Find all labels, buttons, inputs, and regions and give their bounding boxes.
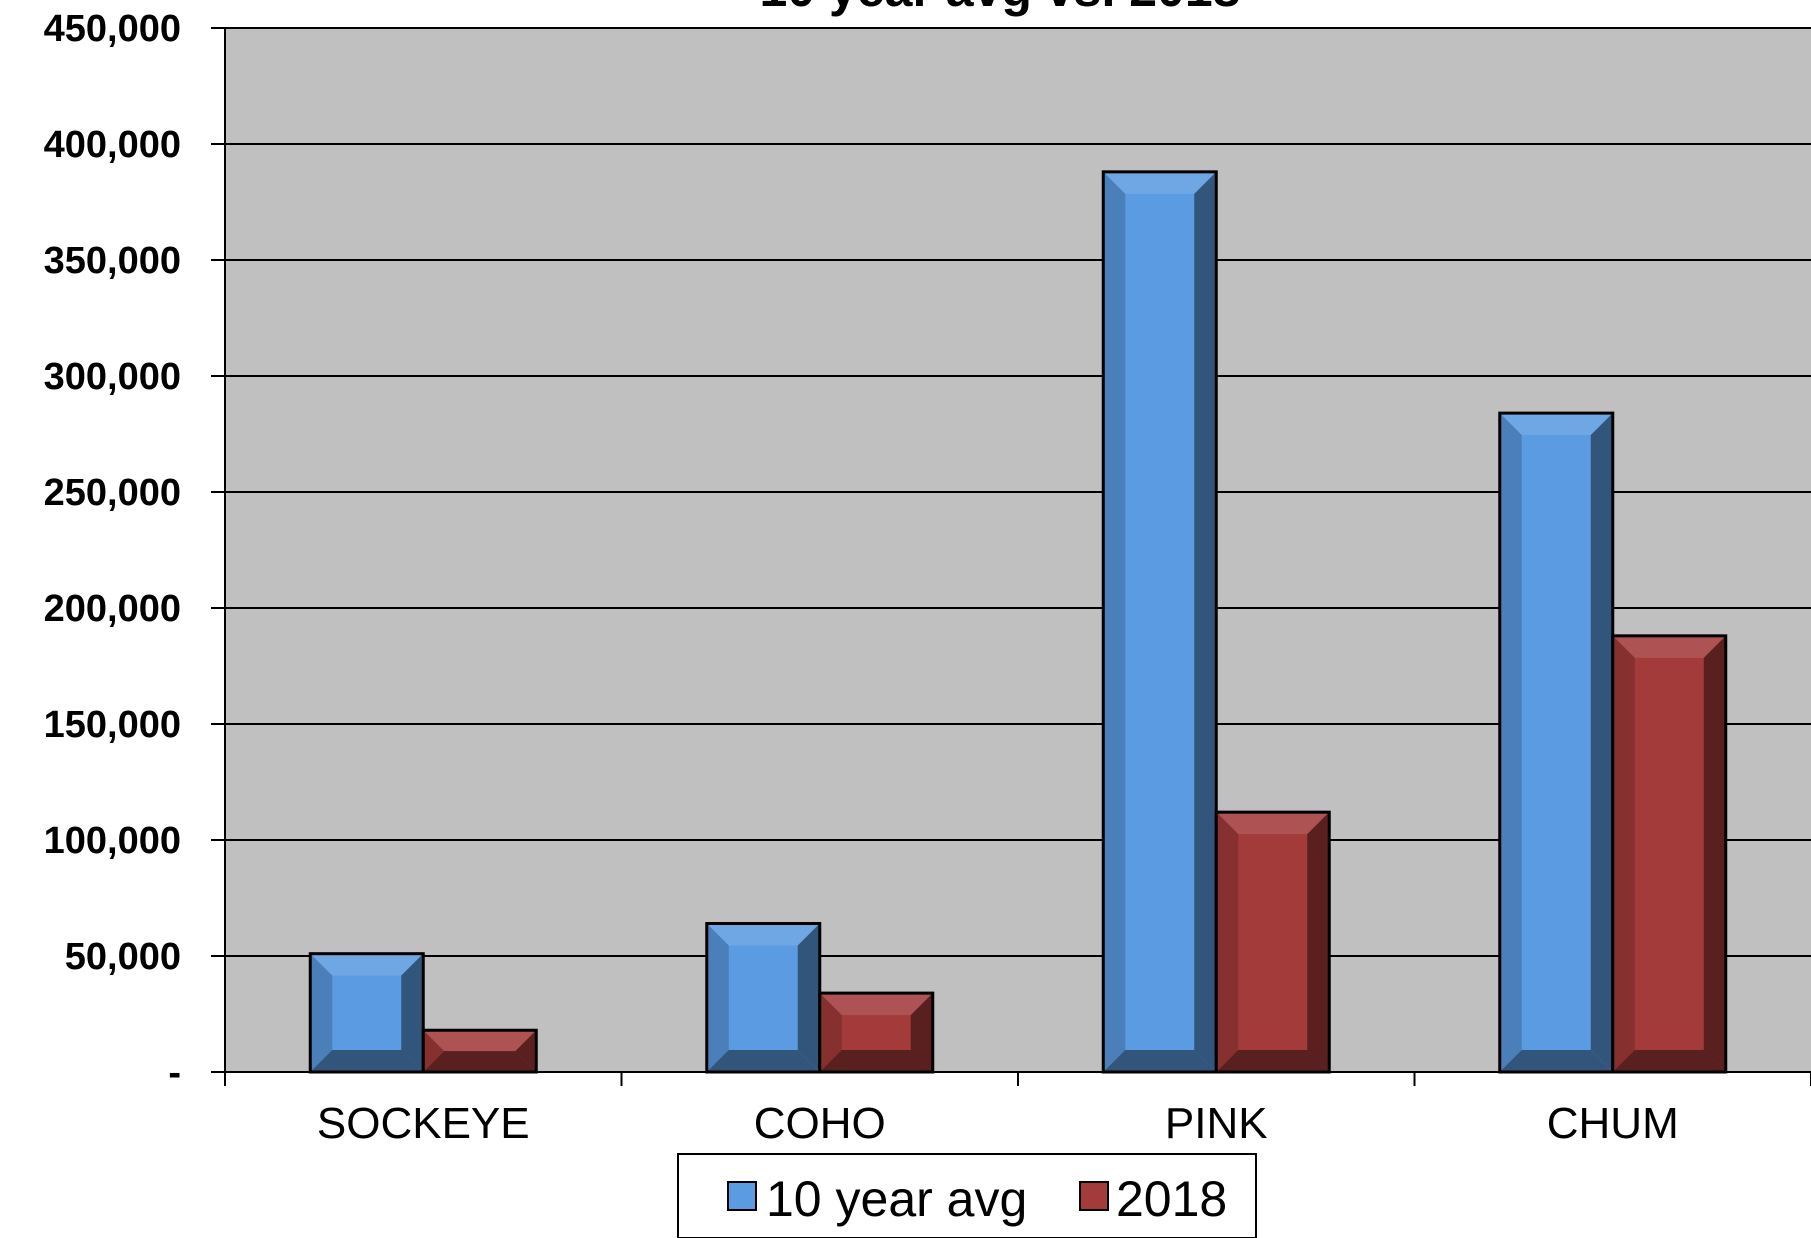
bar-outline — [1611, 634, 1728, 1074]
y-tick-label: 400,000 — [44, 124, 181, 166]
bar-bevel — [1216, 1050, 1330, 1072]
labels: - 50,000 100,000 150,000 200,000 250,000 300,0… — [44, 8, 1679, 1148]
bar-bevel — [706, 923, 729, 1072]
bar — [421, 1028, 538, 1074]
bar — [818, 991, 935, 1074]
bar-bevel — [706, 1050, 820, 1072]
y-tick-label: - — [168, 1052, 181, 1094]
x-tick-label: PINK — [1165, 1099, 1268, 1148]
y-tick-label: 200,000 — [44, 588, 181, 630]
legend-label-10-year-avg: 10 year avg — [766, 1171, 1027, 1227]
bar-bevel — [819, 1050, 933, 1072]
bar-bevel — [515, 1030, 537, 1072]
bar-bevel — [1216, 812, 1239, 1072]
bar-bevel — [1499, 413, 1613, 436]
bar — [1101, 170, 1218, 1074]
bar-outline — [421, 1028, 538, 1074]
bar — [1214, 810, 1331, 1074]
bar-bevel — [310, 953, 424, 976]
x-tick-label: CHUM — [1547, 1099, 1679, 1148]
bar-bevel — [1307, 812, 1330, 1072]
y-tick-label: 150,000 — [44, 704, 181, 746]
y-tick-label: 250,000 — [44, 472, 181, 514]
bar-bevel — [1590, 413, 1613, 1072]
bars — [308, 170, 1728, 1074]
chart-title: 10 year avg vs. 2018 — [760, 0, 1241, 17]
bar-bevel — [310, 953, 333, 1072]
bar-bevel — [910, 993, 933, 1072]
bar — [1611, 634, 1728, 1074]
bar-bevel — [1499, 413, 1522, 1072]
bar-bevel — [1216, 812, 1330, 835]
gridlines — [225, 27, 1811, 957]
bar-bevel — [797, 923, 820, 1072]
bar-bevel — [1612, 635, 1726, 658]
bar-bevel — [423, 1030, 445, 1072]
bar-bevel — [819, 993, 933, 1016]
y-tick-label: 100,000 — [44, 820, 181, 862]
bar — [308, 952, 425, 1074]
y-tick-label: 450,000 — [44, 8, 181, 50]
bar-bevel — [1612, 635, 1635, 1072]
bar-outline — [1101, 170, 1218, 1074]
legend-label-2018: 2018 — [1116, 1171, 1227, 1227]
bar-bevel — [1194, 171, 1217, 1073]
bar-bevel — [1612, 1050, 1726, 1072]
y-tick-label: 350,000 — [44, 240, 181, 282]
y-tick-label: 50,000 — [65, 936, 181, 978]
legend: 10 year avg 2018 — [677, 1153, 1257, 1238]
legend-swatch-2018 — [1079, 1181, 1109, 1211]
bar-outline — [308, 952, 425, 1074]
bar-bevel — [423, 1051, 537, 1072]
y-tick-label: 300,000 — [44, 356, 181, 398]
bar — [1498, 411, 1615, 1074]
bar-outline — [818, 991, 935, 1074]
bar-bevel — [1103, 171, 1217, 194]
legend-box — [677, 1153, 1257, 1238]
x-tick-label: COHO — [754, 1099, 886, 1148]
legend-swatch-10-year-avg — [727, 1181, 757, 1211]
bar-bevel — [1103, 1050, 1217, 1072]
bar-bevel — [706, 923, 820, 946]
bar — [705, 922, 822, 1074]
bar-bevel — [310, 1050, 424, 1072]
bar-bevel — [1703, 635, 1726, 1072]
bar-bevel — [1103, 171, 1126, 1073]
bar-outline — [1214, 810, 1331, 1074]
bar-bevel — [423, 1030, 537, 1052]
bar-bevel — [401, 953, 424, 1072]
bar-bevel — [1499, 1050, 1613, 1072]
x-tick-label: SOCKEYE — [317, 1099, 530, 1148]
bar-bevel — [819, 993, 842, 1072]
